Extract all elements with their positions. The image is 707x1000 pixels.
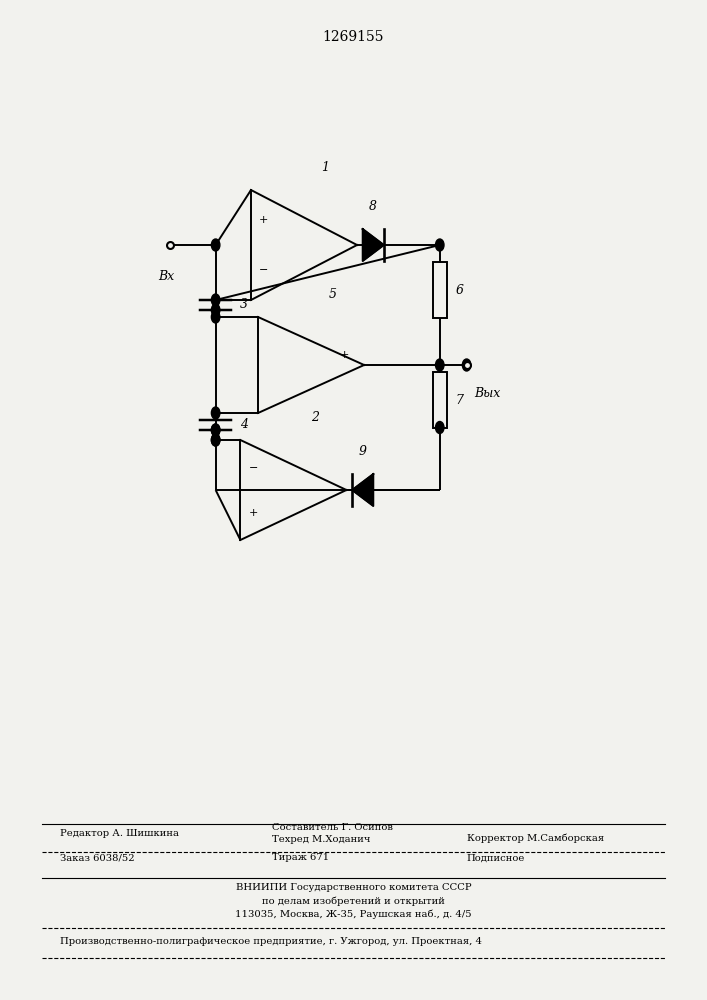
Text: Редактор А. Шишкина: Редактор А. Шишкина — [60, 828, 179, 838]
Circle shape — [211, 407, 220, 419]
Bar — [433, 262, 447, 318]
Polygon shape — [352, 474, 373, 506]
Text: +: + — [248, 508, 258, 518]
Circle shape — [436, 422, 444, 434]
Circle shape — [211, 424, 220, 436]
Text: 6: 6 — [455, 284, 463, 296]
Text: Корректор М.Самборская: Корректор М.Самборская — [467, 833, 604, 843]
Text: Вых: Вых — [474, 387, 500, 400]
Circle shape — [436, 359, 444, 371]
Text: 1269155: 1269155 — [323, 30, 384, 44]
Text: 4: 4 — [240, 418, 247, 432]
Circle shape — [211, 434, 220, 446]
Text: Производственно-полиграфическое предприятие, г. Ужгород, ул. Проектная, 4: Производственно-полиграфическое предприя… — [60, 936, 482, 946]
Text: 7: 7 — [455, 393, 463, 406]
Text: по делам изобретений и открытий: по делам изобретений и открытий — [262, 896, 445, 906]
Circle shape — [211, 239, 220, 251]
Circle shape — [436, 239, 444, 251]
Circle shape — [211, 434, 220, 446]
Text: Тираж 671: Тираж 671 — [272, 854, 329, 862]
Text: Подписное: Подписное — [467, 854, 525, 862]
Text: 2: 2 — [310, 411, 319, 424]
Text: Техред М.Ходанич: Техред М.Ходанич — [272, 836, 370, 844]
Circle shape — [211, 294, 220, 306]
Circle shape — [462, 359, 471, 371]
Text: +: + — [339, 350, 349, 360]
Text: Заказ 6038/52: Заказ 6038/52 — [60, 854, 135, 862]
Text: 3: 3 — [240, 298, 247, 312]
Circle shape — [211, 424, 220, 436]
Text: 1: 1 — [321, 161, 329, 174]
Text: +: + — [259, 215, 269, 225]
Bar — [433, 372, 447, 428]
Text: Составитель Г. Осипов: Составитель Г. Осипов — [272, 824, 393, 832]
Text: Вх: Вх — [158, 270, 174, 283]
Text: ВНИИПИ Государственного комитета СССР: ВНИИПИ Государственного комитета СССР — [235, 884, 472, 892]
Text: −: − — [248, 462, 258, 473]
Text: −: − — [259, 265, 269, 275]
Text: 8: 8 — [369, 200, 378, 213]
Text: 113035, Москва, Ж-35, Раушская наб., д. 4/5: 113035, Москва, Ж-35, Раушская наб., д. … — [235, 909, 472, 919]
Circle shape — [211, 304, 220, 316]
Text: 5: 5 — [328, 288, 337, 301]
Text: 9: 9 — [358, 445, 367, 458]
Circle shape — [211, 311, 220, 323]
Polygon shape — [363, 229, 384, 261]
